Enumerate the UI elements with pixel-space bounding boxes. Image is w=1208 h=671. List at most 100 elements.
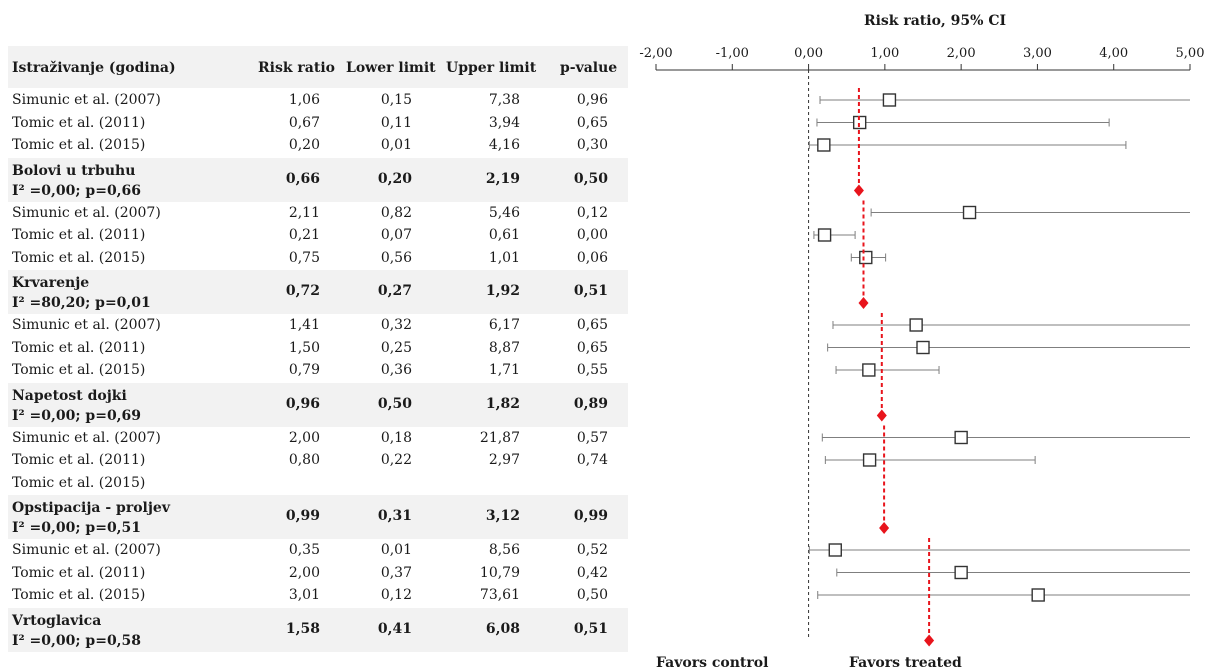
summary-lower: 0,31 bbox=[377, 508, 412, 524]
cell-upper: 10,79 bbox=[479, 564, 520, 581]
cell-rr: 0,75 bbox=[288, 249, 320, 266]
study-name: Simunic et al. (2007) bbox=[12, 92, 161, 108]
summary-rr: 0,72 bbox=[285, 283, 320, 299]
cell-rr: 0,20 bbox=[288, 137, 320, 153]
summary-p: 0,99 bbox=[573, 508, 608, 524]
group-name: Opstipacija - proljev bbox=[12, 500, 170, 516]
heterogeneity-stat: I² =0,00; p=0,66 bbox=[12, 182, 142, 199]
summary-rr: 0,99 bbox=[285, 508, 320, 524]
summary-row: Krvarenje I² =80,20; p=0,01 0,72 0,27 1,92 0,… bbox=[8, 270, 628, 314]
cell-rr: 0,67 bbox=[288, 114, 320, 131]
summary-p: 0,50 bbox=[573, 170, 608, 187]
summary-label: Napetost dojki I² =0,00; p=0,69 bbox=[12, 386, 141, 426]
summary-p: 0,89 bbox=[573, 395, 608, 412]
table-header: Istraživanje (godina) Risk ratio Lower l… bbox=[8, 46, 628, 88]
cell-lower: 0,82 bbox=[380, 204, 412, 221]
study-name: Tomic et al. (2015) bbox=[12, 249, 146, 266]
header-study: Istraživanje (godina) bbox=[12, 60, 176, 76]
cell-lower: 0,01 bbox=[380, 542, 412, 558]
cell-lower: 0,32 bbox=[380, 317, 412, 333]
study-point bbox=[954, 430, 968, 445]
summary-label: Krvarenje I² =80,20; p=0,01 bbox=[12, 273, 151, 313]
cell-rr: 0,35 bbox=[288, 542, 320, 558]
study-point bbox=[817, 228, 832, 242]
table-row: Simunic et al. (2007) 1,06 0,15 7,38 0,96 bbox=[8, 89, 628, 111]
heterogeneity-stat: I² =80,20; p=0,01 bbox=[12, 295, 151, 311]
table-row: Tomic et al. (2011) 2,00 0,37 10,79 0,42 bbox=[8, 562, 628, 584]
study-point bbox=[1031, 588, 1045, 602]
x-tick-label: 3,00 bbox=[1023, 46, 1052, 61]
cell-lower: 0,11 bbox=[380, 114, 412, 131]
summary-diamond bbox=[879, 522, 890, 534]
summary-upper: 3,12 bbox=[485, 508, 520, 524]
forest-plot: Risk ratio, 95% CI -2,00 -1,00 0,00 1,00 2,00… bbox=[639, 13, 1204, 671]
cell-p: 0,30 bbox=[576, 137, 608, 153]
table-row: Simunic et al. (2007) 2,00 0,18 21,87 0,57 bbox=[8, 427, 628, 449]
header-risk-ratio: Risk ratio bbox=[258, 60, 335, 76]
study-point bbox=[862, 363, 876, 377]
summary-upper: 2,19 bbox=[485, 170, 520, 187]
cell-lower: 0,25 bbox=[380, 339, 412, 356]
cell-rr: 3,01 bbox=[288, 587, 320, 603]
cell-upper: 73,61 bbox=[479, 587, 520, 603]
study-name: Tomic et al. (2015) bbox=[12, 362, 146, 378]
summary-diamond bbox=[858, 297, 869, 309]
cell-p: 0,74 bbox=[576, 452, 608, 468]
study-point bbox=[909, 318, 923, 332]
cell-upper: 8,56 bbox=[488, 542, 520, 558]
table-row: Tomic et al. (2011) 1,50 0,25 8,87 0,65 bbox=[8, 337, 628, 359]
group-name: Vrtoglavica bbox=[12, 612, 102, 629]
cell-upper: 0,61 bbox=[488, 227, 520, 243]
cell-p: 0,00 bbox=[576, 227, 608, 243]
favors-control-label: Favors control bbox=[656, 655, 768, 671]
summary-row: Opstipacija - proljev I² =0,00; p=0,51 0,9… bbox=[8, 495, 628, 539]
table-row: Simunic et al. (2007) 1,41 0,32 6,17 0,65 bbox=[8, 314, 628, 336]
table-row: Tomic et al. (2015) 0,20 0,01 4,16 0,30 bbox=[8, 134, 628, 156]
summary-lower: 0,41 bbox=[377, 620, 412, 637]
cell-upper: 1,71 bbox=[488, 362, 520, 378]
study-point bbox=[828, 543, 842, 557]
cell-rr: 1,06 bbox=[288, 92, 320, 108]
summary-label: Vrtoglavica I² =0,00; p=0,58 bbox=[12, 611, 141, 651]
group-name: Krvarenje bbox=[12, 275, 90, 291]
study-name: Tomic et al. (2011) bbox=[12, 564, 146, 581]
cell-rr: 2,11 bbox=[288, 204, 320, 221]
heterogeneity-stat: I² =0,00; p=0,51 bbox=[12, 520, 142, 536]
study-point bbox=[862, 453, 877, 467]
cell-lower: 0,22 bbox=[380, 452, 412, 468]
cell-rr: 1,50 bbox=[288, 339, 320, 356]
header-p-value: p-value bbox=[560, 60, 618, 76]
cell-p: 0,96 bbox=[576, 92, 608, 108]
summary-row: Napetost dojki I² =0,00; p=0,69 0,96 0,50 1,… bbox=[8, 382, 628, 427]
summary-diamond bbox=[853, 184, 864, 197]
study-name: Simunic et al. (2007) bbox=[12, 204, 161, 221]
summary-row: Vrtoglavica I² =0,00; p=0,58 1,58 0,41 6,08 0… bbox=[8, 607, 628, 652]
cell-rr: 0,21 bbox=[288, 227, 320, 243]
cell-upper: 2,97 bbox=[488, 452, 520, 468]
cell-upper: 6,17 bbox=[488, 317, 520, 333]
cell-p: 0,57 bbox=[576, 429, 608, 446]
cell-p: 0,65 bbox=[576, 317, 608, 333]
cell-p: 0,52 bbox=[576, 542, 608, 558]
cell-upper: 3,94 bbox=[488, 114, 520, 131]
table-row: Tomic et al. (2015) 0,75 0,56 1,01 0,06 bbox=[8, 247, 628, 269]
favors-treated-label: Favors treated bbox=[849, 655, 962, 671]
summary-lower: 0,20 bbox=[377, 170, 412, 187]
study-name: Simunic et al. (2007) bbox=[12, 542, 161, 558]
cell-rr: 2,00 bbox=[288, 429, 320, 446]
summary-rr: 0,66 bbox=[285, 170, 320, 187]
study-point bbox=[817, 138, 831, 152]
table-row: Tomic et al. (2011) 0,80 0,22 2,97 0,74 bbox=[8, 449, 628, 471]
summary-upper: 1,82 bbox=[485, 395, 520, 412]
x-tick-label: -1,00 bbox=[716, 46, 749, 61]
cell-lower: 0,37 bbox=[380, 564, 412, 581]
study-name: Tomic et al. (2011) bbox=[12, 339, 146, 356]
summary-label: Bolovi u trbuhu I² =0,00; p=0,66 bbox=[12, 161, 141, 201]
summary-p: 0,51 bbox=[573, 620, 608, 637]
x-tick-label: -2,00 bbox=[639, 46, 672, 61]
table-row: Tomic et al. (2011) 0,21 0,07 0,61 0,00 bbox=[8, 224, 628, 246]
study-point bbox=[882, 93, 897, 107]
summary-lower: 0,27 bbox=[377, 283, 412, 299]
cell-lower: 0,01 bbox=[380, 137, 412, 153]
summary-rr: 1,58 bbox=[285, 620, 320, 637]
